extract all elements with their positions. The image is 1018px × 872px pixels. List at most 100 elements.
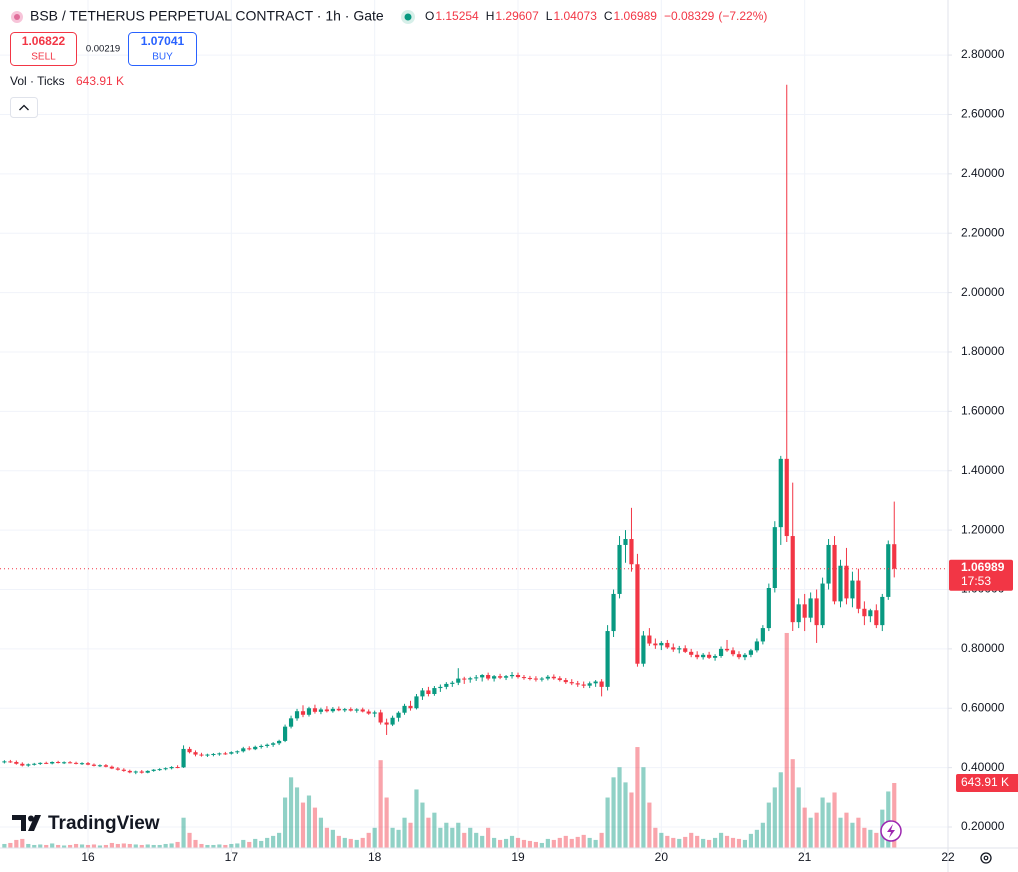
candle-body bbox=[778, 458, 783, 528]
volume-bar bbox=[2, 843, 7, 848]
candle-body bbox=[736, 654, 742, 658]
volume-bar bbox=[223, 844, 228, 848]
volume-bar bbox=[115, 843, 120, 848]
volume-bar bbox=[581, 834, 586, 848]
volume-bar bbox=[217, 844, 222, 848]
volume-bar bbox=[796, 787, 801, 848]
volume-bar bbox=[432, 812, 437, 848]
volume-bar bbox=[557, 837, 562, 848]
sell-button[interactable] bbox=[10, 32, 77, 66]
candle-body bbox=[802, 604, 807, 618]
candle-body bbox=[509, 674, 515, 677]
y-tick-label: 2.40000 bbox=[961, 166, 1005, 180]
volume-bar bbox=[348, 838, 353, 848]
candle-body bbox=[139, 771, 144, 773]
candle-body bbox=[850, 580, 855, 599]
candle-body bbox=[575, 683, 580, 685]
candle-body bbox=[772, 527, 777, 589]
volume-bar bbox=[778, 772, 783, 848]
symbol-icon-dot bbox=[14, 14, 20, 20]
volume-bar bbox=[677, 838, 682, 848]
volume-last-label: 643.91 K bbox=[961, 775, 1009, 789]
volume-bar bbox=[474, 832, 479, 848]
candle-body bbox=[384, 722, 389, 725]
grid bbox=[0, 0, 949, 848]
candle-body bbox=[742, 654, 748, 658]
volume-bar bbox=[330, 829, 335, 848]
volume-bar bbox=[593, 839, 598, 848]
candle-body bbox=[868, 610, 873, 617]
y-tick-label: 1.80000 bbox=[961, 344, 1005, 358]
candle-body bbox=[462, 678, 467, 680]
x-tick-label: 17 bbox=[225, 850, 239, 864]
settings-button[interactable] bbox=[980, 852, 992, 864]
alert-button[interactable] bbox=[880, 820, 902, 842]
buy-price: 1.07041 bbox=[141, 34, 185, 48]
volume-bar bbox=[181, 817, 186, 848]
volume-bar bbox=[44, 844, 49, 848]
y-tick-label: 2.60000 bbox=[961, 107, 1005, 121]
y-tick-label: 1.40000 bbox=[961, 463, 1005, 477]
x-tick-label: 16 bbox=[81, 850, 95, 864]
volume-bar bbox=[205, 844, 210, 848]
candle-body bbox=[324, 709, 329, 712]
volume-bar bbox=[133, 844, 138, 848]
candle-body bbox=[712, 655, 718, 658]
candle-body bbox=[784, 458, 789, 537]
candle-body bbox=[808, 598, 813, 618]
y-tick-label: 0.40000 bbox=[961, 760, 1005, 774]
candle-body bbox=[253, 746, 258, 750]
volume-bar bbox=[635, 747, 640, 848]
last-price-box bbox=[949, 559, 1013, 591]
candle-body bbox=[79, 763, 85, 765]
ohlc-value: 1.15254 bbox=[435, 9, 479, 23]
settings-icon-center bbox=[983, 855, 989, 861]
candle-body bbox=[581, 684, 586, 686]
candle-body bbox=[659, 642, 664, 646]
candle-body bbox=[605, 631, 610, 687]
volume-bar bbox=[486, 827, 491, 848]
volume-bar bbox=[247, 841, 252, 848]
candle-body bbox=[402, 705, 407, 713]
candle-body bbox=[856, 580, 861, 609]
candle-body bbox=[635, 564, 640, 664]
candle-body bbox=[103, 765, 109, 767]
volume-bar bbox=[623, 782, 628, 848]
volume-bar bbox=[318, 817, 324, 848]
volume-bar bbox=[450, 827, 455, 848]
volume-bar bbox=[509, 835, 515, 848]
candle-body bbox=[647, 635, 652, 644]
volume-bar bbox=[32, 844, 37, 848]
volume-bar bbox=[599, 832, 604, 848]
collapse-button[interactable] bbox=[10, 97, 38, 118]
candle-body bbox=[748, 650, 754, 655]
candle-body bbox=[151, 769, 156, 771]
countdown-label: 17:53 bbox=[961, 574, 991, 588]
volume-bar bbox=[826, 802, 831, 848]
candle-body bbox=[44, 762, 49, 764]
volume-bar bbox=[820, 797, 825, 848]
candle-body bbox=[844, 565, 849, 599]
volume-bar bbox=[689, 832, 694, 848]
volume-bar bbox=[659, 832, 664, 848]
ohlc-key: C bbox=[604, 9, 613, 23]
logo-t bbox=[12, 815, 26, 831]
candle-body bbox=[199, 754, 204, 756]
candle-body bbox=[408, 705, 413, 709]
volume-bar bbox=[414, 789, 419, 848]
settings-icon bbox=[980, 852, 992, 864]
ohlc-key: L bbox=[546, 9, 553, 23]
volume-bar bbox=[26, 843, 31, 848]
volume-bar bbox=[408, 822, 413, 848]
volume-bar bbox=[444, 822, 449, 848]
volume-bar bbox=[760, 822, 765, 848]
candle-body bbox=[486, 674, 491, 679]
volume-bar bbox=[814, 812, 819, 848]
volume-bar bbox=[629, 792, 634, 848]
symbol-title: BSB / TETHERUS PERPETUAL CONTRACT · 1h ·… bbox=[30, 8, 384, 24]
buy-label: BUY bbox=[152, 52, 173, 63]
buy-button[interactable] bbox=[128, 32, 197, 66]
ohlc-key: O bbox=[425, 9, 434, 23]
sell-price: 1.06822 bbox=[22, 34, 66, 48]
